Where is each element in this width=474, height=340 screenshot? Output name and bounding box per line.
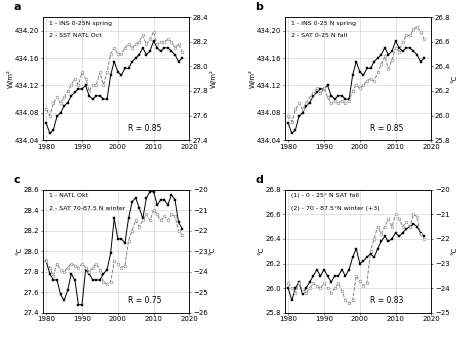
Text: 1 - INS 0-25N spring: 1 - INS 0-25N spring [48, 21, 111, 26]
Y-axis label: °C: °C [452, 74, 458, 83]
Text: 1 - NATL Okt: 1 - NATL Okt [48, 193, 88, 198]
Y-axis label: °C: °C [451, 247, 457, 255]
Y-axis label: °C: °C [209, 247, 215, 255]
Text: 2 - SST NATL Oct: 2 - SST NATL Oct [48, 33, 101, 38]
Y-axis label: °C: °C [16, 247, 22, 255]
Text: (2) - 70 - 87.5°N winter (+3): (2) - 70 - 87.5°N winter (+3) [291, 206, 379, 210]
Text: 2 - SAT 0-25 N fall: 2 - SAT 0-25 N fall [291, 33, 346, 38]
Text: R = 0.83: R = 0.83 [370, 296, 403, 305]
Text: R = 0.85: R = 0.85 [128, 124, 161, 133]
Text: b: b [255, 2, 263, 12]
Text: 1 - INS 0-25 N spring: 1 - INS 0-25 N spring [291, 21, 356, 26]
Y-axis label: W/m²: W/m² [248, 69, 255, 88]
Text: d: d [255, 175, 263, 185]
Text: c: c [13, 175, 20, 185]
Text: (1) - 0 - 25° N SAT fall: (1) - 0 - 25° N SAT fall [291, 193, 358, 198]
Y-axis label: °C: °C [258, 247, 264, 255]
Text: 2 - SAT 70-87.5 N winter: 2 - SAT 70-87.5 N winter [48, 206, 125, 210]
Text: R = 0.85: R = 0.85 [370, 124, 403, 133]
Y-axis label: W/m²: W/m² [210, 69, 217, 88]
Text: a: a [13, 2, 21, 12]
Text: R = 0.75: R = 0.75 [128, 296, 161, 305]
Y-axis label: W/m²: W/m² [6, 69, 13, 88]
